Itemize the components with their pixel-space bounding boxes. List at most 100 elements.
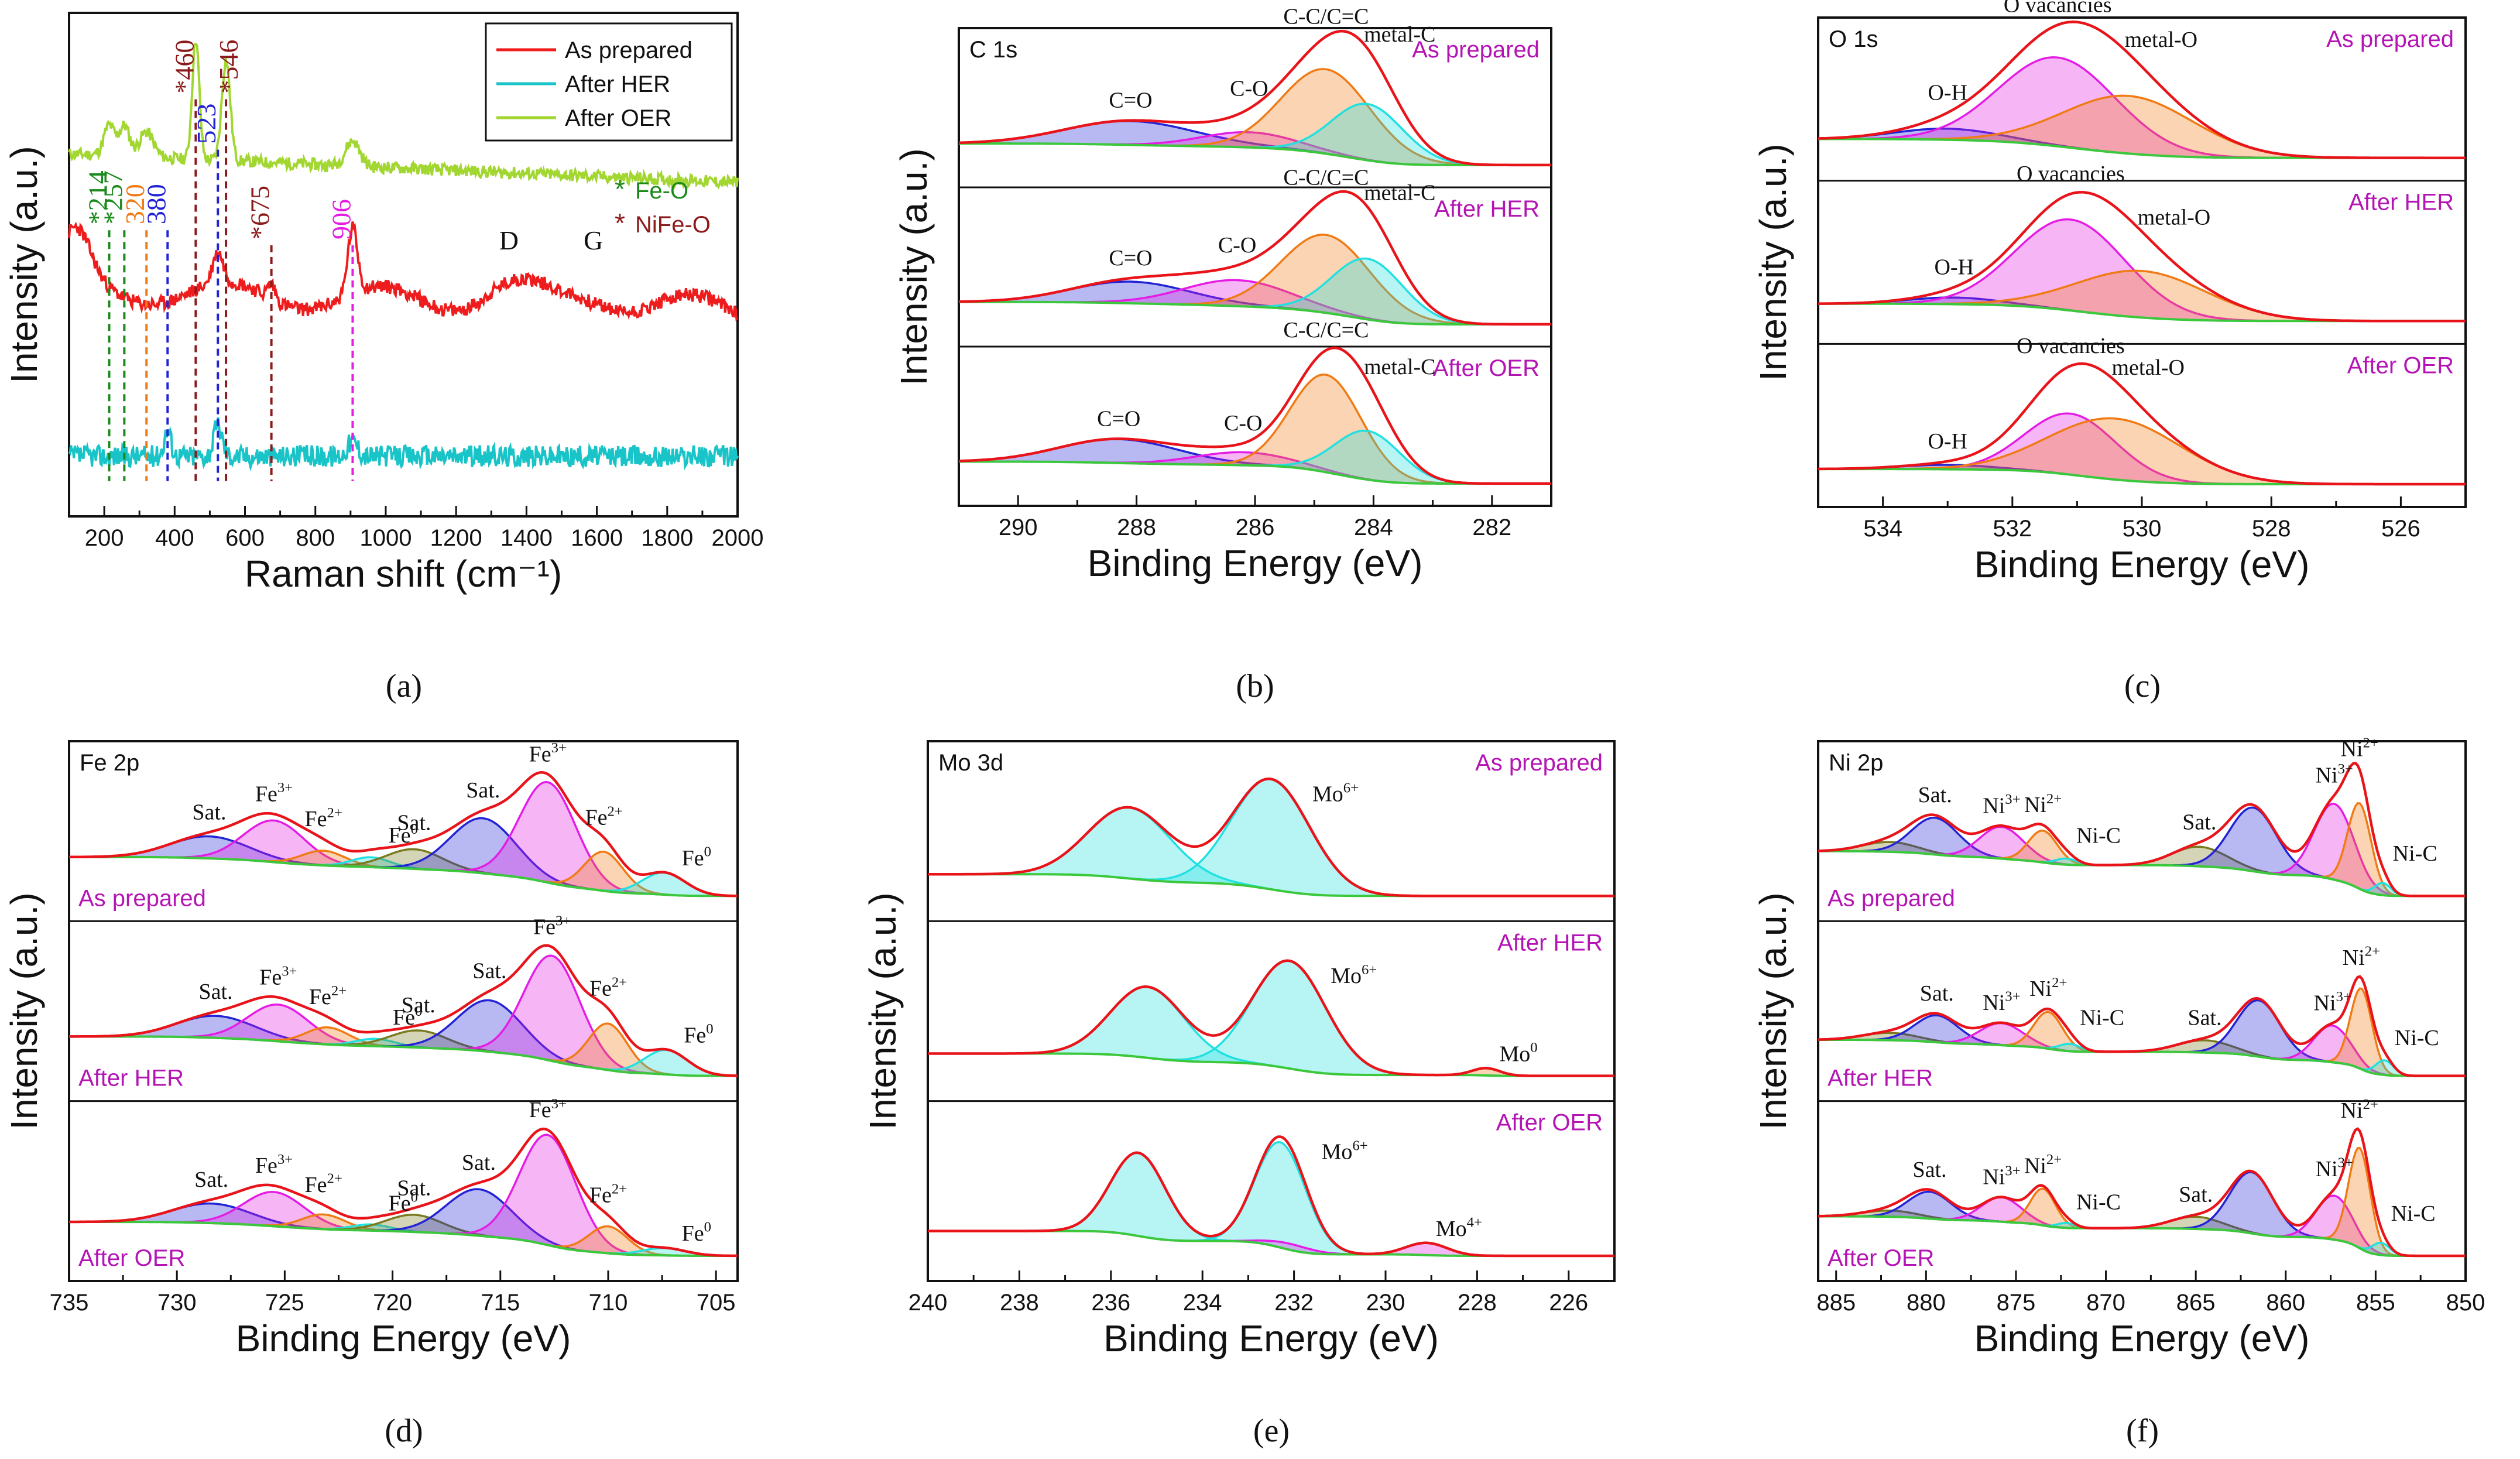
peak-label: Ni3+	[2316, 1155, 2353, 1181]
legend-label: After HER	[565, 71, 670, 97]
x-tick-label: 1000	[359, 525, 412, 551]
component-fill	[928, 960, 1614, 1076]
peak-label: C-C/C=C	[1283, 4, 1369, 29]
condition-label: After OER	[1828, 1245, 1934, 1271]
panel-label-f: (f)	[2126, 1413, 2159, 1449]
x-tick-label: 870	[2086, 1290, 2125, 1316]
component-fill	[1818, 1000, 2466, 1076]
condition-label: After HER	[78, 1066, 184, 1091]
condition-label: As prepared	[1475, 750, 1603, 776]
component-fill	[69, 1030, 738, 1076]
x-tick-label: 2000	[712, 525, 764, 551]
component-fill	[69, 849, 738, 896]
peak-label: Ni-C	[2391, 1201, 2436, 1226]
x-tick-label: 600	[225, 525, 265, 551]
peak-label: Fe2+	[589, 975, 627, 1001]
x-tick-label: 720	[373, 1290, 412, 1316]
component-fill	[1818, 842, 2466, 896]
x-tick-label: 534	[1863, 516, 1902, 542]
peak-label: Fe2+	[585, 803, 622, 830]
x-tick-label: 532	[1993, 516, 2032, 542]
peak-marker-label: *214	[83, 170, 113, 224]
component-fill	[1818, 803, 2466, 896]
peak-label: Sat.	[462, 1150, 496, 1175]
peak-label: Mo4+	[1436, 1215, 1482, 1241]
envelope-line	[69, 770, 738, 898]
x-tick-label: 284	[1354, 515, 1393, 540]
envelope-line	[1818, 975, 2466, 1077]
peak-label: metal-O	[2112, 355, 2185, 380]
peak-label: Ni2+	[2024, 1152, 2062, 1178]
peak-marker-label: *546	[214, 40, 244, 94]
x-tick-label: 1400	[500, 525, 553, 551]
component-fill	[928, 1231, 1614, 1256]
envelope-line	[928, 959, 1614, 1077]
component-fill	[69, 1135, 738, 1256]
y-axis-title: Intensity (a.u.)	[862, 892, 904, 1130]
peak-label: Ni-C	[2076, 823, 2121, 848]
peak-marker-label: *460	[169, 40, 199, 94]
component-fill	[959, 280, 1551, 324]
component-fill	[69, 1222, 738, 1256]
condition-label: After HER	[1497, 930, 1603, 955]
baseline-line	[69, 1221, 738, 1257]
peak-label: Fe0	[682, 1220, 711, 1246]
raman-series	[68, 417, 739, 471]
peak-label: O vacancies	[2017, 334, 2125, 358]
x-tick-label: 286	[1236, 515, 1275, 540]
peak-label: O-H	[1928, 429, 1967, 454]
element-label: Ni 2p	[1829, 750, 1883, 776]
y-axis-title: Intensity (a.u.)	[1752, 892, 1794, 1130]
peak-label: C=O	[1097, 406, 1140, 431]
peak-label: Ni-C	[2076, 1190, 2121, 1214]
component-fill	[1818, 827, 2466, 896]
envelope-line	[1818, 1127, 2466, 1258]
peak-label: Mo0	[1499, 1040, 1537, 1066]
x-tick-label: 228	[1458, 1290, 1497, 1316]
peak-label: Mo6+	[1322, 1138, 1368, 1164]
legend-star: *	[615, 208, 625, 238]
envelope-line	[958, 29, 1551, 167]
element-label: Fe 2p	[80, 750, 139, 776]
component-fill	[69, 1016, 738, 1076]
component-fill	[959, 258, 1551, 324]
x-tick-label: 850	[2446, 1290, 2485, 1316]
panel-c: 534 532 530 528 526 Binding Energy (eV) Intens…	[1752, 0, 2467, 585]
y-axis-title: Intensity (a.u.)	[1752, 143, 1794, 381]
x-tick-label: 288	[1117, 515, 1156, 540]
legend-label: As prepared	[565, 37, 692, 63]
x-tick-label: 800	[296, 525, 335, 551]
component-fill	[1818, 807, 2466, 896]
component-fill	[69, 836, 738, 896]
condition-label: After OER	[1433, 355, 1540, 381]
peak-label: Ni2+	[2024, 791, 2062, 817]
component-fill	[1818, 418, 2466, 484]
panel-label-c: (c)	[2124, 668, 2161, 704]
baseline-line	[69, 1035, 738, 1077]
x-axis-title: Binding Energy (eV)	[236, 1317, 571, 1359]
x-axis-title: Binding Energy (eV)	[1088, 542, 1423, 584]
x-tick-label: 526	[2381, 516, 2420, 542]
legend-marker-label: Fe-O	[635, 178, 688, 204]
y-axis-title: Intensity (a.u.)	[893, 148, 935, 386]
x-tick-label: 735	[50, 1290, 89, 1316]
peak-label: Sat.	[1918, 783, 1952, 807]
envelope-line	[928, 1135, 1614, 1258]
baseline-line	[959, 300, 1551, 326]
condition-label: After OER	[78, 1245, 185, 1271]
peak-label: C-O	[1230, 77, 1268, 101]
peak-label: O-H	[1928, 80, 1967, 105]
component-fill	[959, 69, 1551, 165]
x-axis-title: Binding Energy (eV)	[1974, 543, 2310, 585]
component-fill	[959, 121, 1551, 165]
component-fill	[1818, 95, 2466, 158]
peak-marker-label: 380	[141, 184, 171, 224]
envelope-line	[928, 777, 1614, 898]
x-tick-label: 875	[1997, 1290, 2036, 1316]
peak-label: Ni-C	[2395, 1026, 2439, 1050]
x-tick-label: 1200	[430, 525, 482, 551]
peak-label: Sat.	[402, 993, 436, 1018]
x-tick-label: 860	[2266, 1290, 2305, 1316]
component-fill	[1818, 219, 2466, 321]
envelope-line	[1818, 362, 2466, 486]
